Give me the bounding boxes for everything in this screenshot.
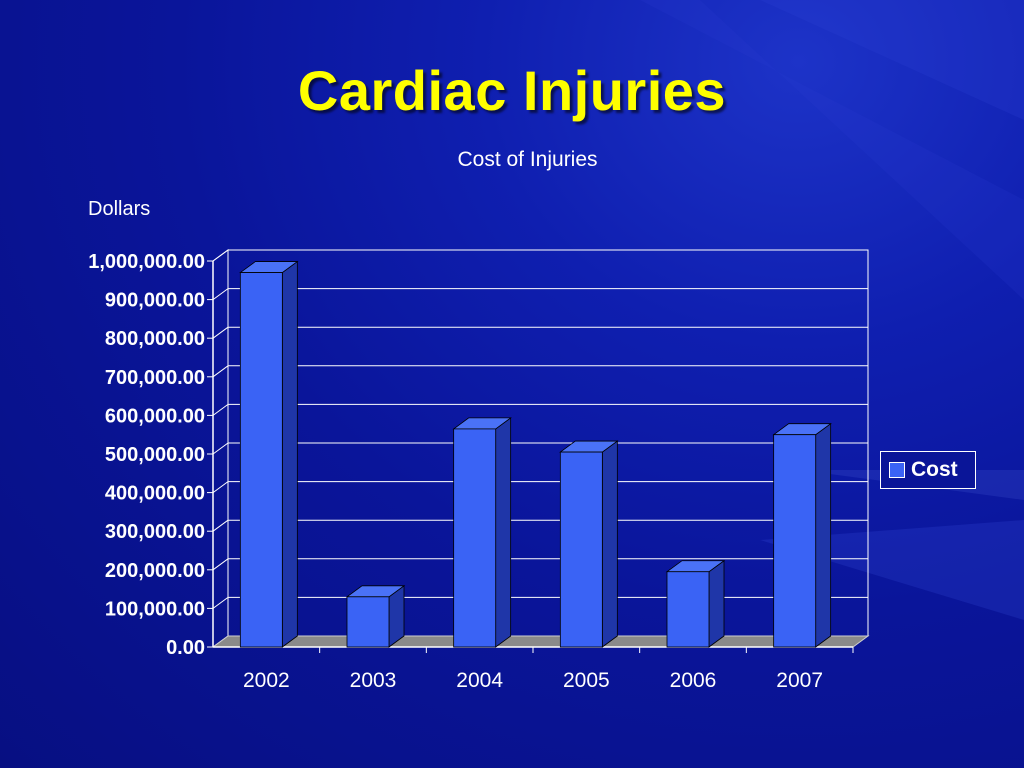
gridline-side — [212, 403, 229, 416]
bar — [346, 596, 390, 648]
y-tick-label: 200,000.00 — [105, 560, 205, 582]
gridline-side — [212, 519, 229, 532]
bar-side — [601, 440, 618, 648]
slide-title: Cardiac Injuries — [297, 59, 727, 122]
y-axis-title: Dollars — [88, 198, 151, 220]
bar-side — [495, 417, 512, 648]
legend-swatch — [889, 462, 905, 478]
y-tick-label: 700,000.00 — [105, 367, 205, 389]
gridline-side — [212, 288, 229, 301]
y-tick-label: 900,000.00 — [105, 290, 205, 312]
gridline-side — [212, 481, 229, 494]
bar — [666, 571, 710, 648]
bar-side — [708, 559, 725, 648]
gridline-side — [212, 596, 229, 609]
y-tick-label: 1,000,000.00 — [88, 251, 205, 273]
chart-title: Cost of Injuries — [457, 148, 598, 171]
bar-side — [815, 422, 832, 648]
y-tick-label: 0.00 — [166, 637, 205, 659]
gridline-side — [212, 249, 229, 262]
x-tick-label: 2007 — [776, 669, 823, 692]
gridline-side — [212, 365, 229, 378]
x-tick-label: 2005 — [563, 669, 610, 692]
y-tick-label: 300,000.00 — [105, 521, 205, 543]
y-tick-label: 500,000.00 — [105, 444, 205, 466]
gridline-side — [212, 558, 229, 571]
bar — [559, 451, 603, 648]
y-tick-label: 400,000.00 — [105, 483, 205, 505]
legend-label-cost: Cost — [911, 458, 958, 481]
y-tick-label: 100,000.00 — [105, 598, 205, 620]
x-tick-label: 2002 — [243, 669, 290, 692]
bar — [453, 428, 497, 648]
y-tick-label: 600,000.00 — [105, 405, 205, 427]
bar — [773, 434, 817, 648]
x-tick-label: 2003 — [350, 669, 397, 692]
gridline-side — [212, 442, 229, 455]
gridline-side — [212, 326, 229, 339]
bar — [239, 272, 283, 648]
legend: Cost — [880, 451, 976, 489]
y-tick-label: 800,000.00 — [105, 328, 205, 350]
bar-side — [281, 260, 298, 648]
x-tick-label: 2006 — [670, 669, 717, 692]
x-tick-label: 2004 — [456, 669, 503, 692]
plot-floor — [211, 635, 870, 648]
